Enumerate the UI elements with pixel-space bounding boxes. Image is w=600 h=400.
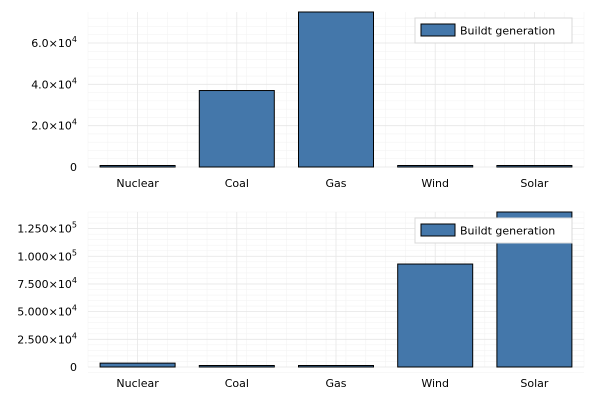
legend-label: Buildt generation [460, 25, 555, 38]
legend: Buildt generation [414, 17, 573, 44]
bar-wind [397, 165, 474, 168]
x-tick-label: Gas [326, 377, 347, 390]
y-tick-label: 0 [70, 361, 77, 374]
x-tick-label: Wind [421, 177, 449, 190]
legend: Buildt generation [414, 217, 573, 244]
legend-label: Buildt generation [460, 225, 555, 238]
bar-coal [198, 365, 275, 368]
bar-wind [397, 263, 474, 368]
bar-solar [496, 165, 573, 168]
x-tick-label: Coal [225, 377, 249, 390]
y-tick-label: 1.250×105 [17, 221, 77, 236]
legend-swatch [420, 23, 456, 37]
x-tick-label: Nuclear [116, 377, 159, 390]
x-tick-label: Gas [326, 177, 347, 190]
y-tick-label: 4.0×104 [31, 76, 77, 91]
y-tick-label: 7.500×104 [17, 276, 77, 291]
y-tick-label: 0 [70, 161, 77, 174]
x-tick-label: Solar [520, 177, 549, 190]
y-tick-label: 5.000×104 [17, 304, 77, 319]
bar-nuclear [99, 165, 176, 168]
y-tick-label: 2.500×104 [17, 331, 77, 346]
y-tick-label: 1.000×105 [17, 248, 77, 263]
legend-swatch [420, 223, 456, 237]
bar-nuclear [99, 362, 176, 368]
chart-panel-2: Nuclear Coal Gas Wind Solar 0 2.500×104 5.000×1… [17, 211, 585, 390]
x-tick-label: Coal [225, 177, 249, 190]
y-tick-label: 2.0×104 [31, 118, 77, 133]
x-tick-label: Wind [421, 377, 449, 390]
chart-panel-1: Nuclear Coal Gas Wind Solar 0 2.0×104 4.0×104 6.… [31, 11, 585, 190]
x-tick-label: Solar [520, 377, 549, 390]
x-tick-label: Nuclear [116, 177, 159, 190]
bar-coal [198, 90, 275, 168]
bar-gas [298, 365, 374, 368]
y-tick-label: 6.0×104 [31, 35, 77, 50]
bar-gas [298, 11, 374, 168]
